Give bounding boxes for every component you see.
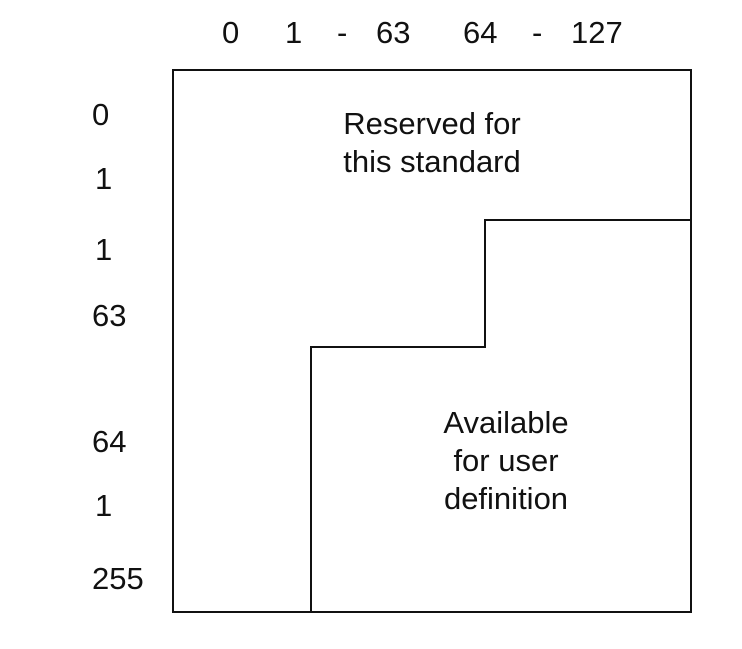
region-boundary bbox=[310, 219, 691, 612]
reserved-line-2: this standard bbox=[343, 144, 521, 179]
outer-box bbox=[172, 69, 692, 613]
column-label-0: 0 bbox=[222, 15, 240, 50]
column-label-64: 64 bbox=[463, 15, 498, 50]
reserved-region-label: Reserved for this standard bbox=[290, 105, 574, 181]
row-label: 1 bbox=[95, 161, 113, 196]
row-label: 255 bbox=[92, 561, 144, 596]
column-label-63: 63 bbox=[376, 15, 411, 50]
row-label: 0 bbox=[92, 97, 110, 132]
column-dash-2: - bbox=[532, 15, 543, 50]
row-label: 64 bbox=[92, 424, 127, 459]
reserved-line-1: Reserved for bbox=[343, 106, 521, 141]
available-line-3: definition bbox=[443, 481, 569, 516]
row-label: 1 bbox=[95, 488, 113, 523]
column-label-1: 1 bbox=[285, 15, 303, 50]
available-region-label: Available for user definition bbox=[396, 404, 616, 518]
column-dash-1: - bbox=[337, 15, 348, 50]
available-line-1: Available bbox=[443, 405, 569, 440]
row-label: 63 bbox=[92, 298, 127, 333]
column-label-127: 127 bbox=[571, 15, 623, 50]
available-line-2: for user bbox=[453, 443, 559, 478]
row-label: 1 bbox=[95, 232, 113, 267]
